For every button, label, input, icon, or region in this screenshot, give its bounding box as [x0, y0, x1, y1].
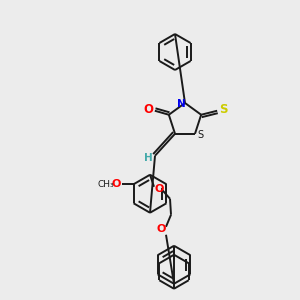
- Text: CH₃: CH₃: [97, 180, 114, 189]
- Text: S: S: [219, 103, 227, 116]
- Text: O: O: [156, 224, 166, 234]
- Text: S: S: [197, 130, 203, 140]
- Text: O: O: [154, 184, 164, 194]
- Text: O: O: [112, 179, 121, 189]
- Text: N: N: [177, 99, 185, 109]
- Text: O: O: [144, 103, 154, 116]
- Text: H: H: [144, 153, 152, 163]
